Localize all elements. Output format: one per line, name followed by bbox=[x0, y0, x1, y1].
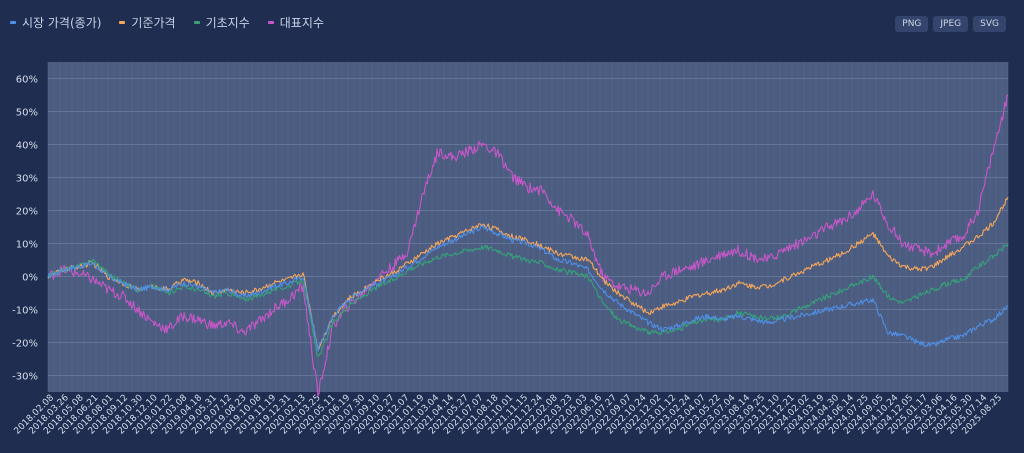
x-axis: 2018.02.082018.03.262018.05.082018.06.21… bbox=[13, 393, 1005, 437]
y-tick-label: 30% bbox=[16, 174, 38, 185]
y-tick-label: 0% bbox=[22, 273, 38, 284]
chart-legend: 시장 가격(종가) 기준가격 기초지수 대표지수 bbox=[10, 14, 324, 31]
y-tick-label: 50% bbox=[16, 108, 38, 119]
legend-swatch-icon bbox=[193, 21, 200, 24]
series-line-3 bbox=[47, 94, 1009, 397]
series-line-2 bbox=[47, 243, 1009, 357]
y-axis: 60% 50% 40% 30% 20% 10% 0% -10% -20% -30% bbox=[12, 75, 38, 383]
y-tick-label: 40% bbox=[16, 141, 38, 152]
legend-item-market-price[interactable]: 시장 가격(종가) bbox=[10, 14, 101, 31]
legend-swatch-icon bbox=[119, 21, 126, 24]
grid-lines bbox=[47, 62, 1009, 392]
legend-label: 기준가격 bbox=[131, 16, 176, 30]
legend-label: 시장 가격(종가) bbox=[22, 16, 102, 30]
export-toolbar: PNG JPEG SVG bbox=[895, 16, 1006, 32]
y-tick-label: 10% bbox=[16, 240, 38, 251]
legend-item-base-price[interactable]: 기준가격 bbox=[119, 14, 176, 31]
export-jpeg-button[interactable]: JPEG bbox=[933, 16, 969, 32]
legend-item-benchmark-index[interactable]: 대표지수 bbox=[267, 14, 324, 31]
y-tick-label: 20% bbox=[16, 207, 38, 218]
series-line-1 bbox=[47, 197, 1009, 350]
legend-label: 기초지수 bbox=[205, 16, 250, 30]
legend-swatch-icon bbox=[10, 21, 16, 24]
export-png-button[interactable]: PNG bbox=[895, 16, 929, 32]
legend-label: 대표지수 bbox=[279, 16, 324, 30]
export-svg-button[interactable]: SVG bbox=[973, 16, 1006, 32]
y-tick-label: 60% bbox=[16, 75, 38, 86]
series-lines bbox=[47, 94, 1009, 397]
legend-item-underlying-index[interactable]: 기초지수 bbox=[193, 14, 250, 31]
series-line-0 bbox=[47, 224, 1009, 352]
y-tick-label: -20% bbox=[12, 339, 38, 350]
y-tick-label: -30% bbox=[12, 372, 38, 383]
legend-swatch-icon bbox=[267, 21, 274, 24]
y-tick-label: -10% bbox=[12, 306, 38, 317]
